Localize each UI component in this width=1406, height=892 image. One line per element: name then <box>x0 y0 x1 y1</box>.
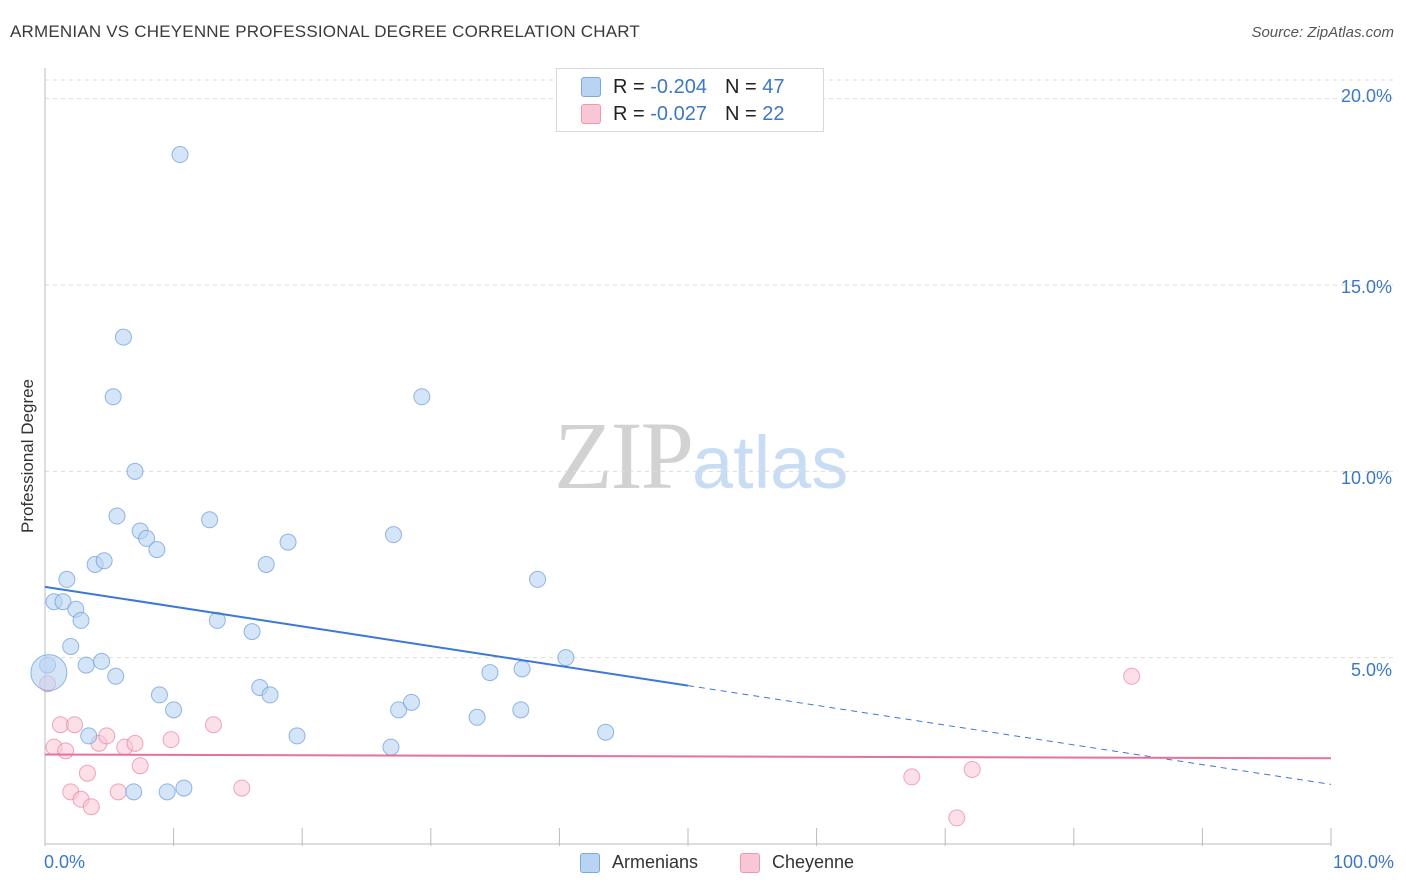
armenians-trend-line <box>44 585 689 687</box>
armenians-point <box>261 686 279 704</box>
y-axis-label: Professional Degree <box>18 378 37 534</box>
n-label: N = <box>724 102 757 125</box>
armenians-point <box>125 783 143 801</box>
armenians-point <box>175 779 193 797</box>
armenians-point <box>30 654 68 692</box>
armenians-point <box>279 533 297 551</box>
cheyenne-trend-line <box>44 753 1332 760</box>
y-tick-label-15: 15.0% <box>1340 277 1392 297</box>
cheyenne-point <box>82 798 100 816</box>
armenians-point <box>58 570 76 588</box>
armenians-point <box>243 623 261 641</box>
cheyenne-point <box>98 727 116 745</box>
armenians-point <box>201 511 219 529</box>
cheyenne-legend-swatch <box>740 852 760 873</box>
y-tick-label-20: 20.0% <box>1340 86 1392 106</box>
armenians-point <box>93 652 111 670</box>
armenians-point <box>257 555 275 573</box>
cheyenne-point <box>903 768 921 786</box>
watermark-zip: ZIP <box>554 402 694 509</box>
watermark: ZIPatlas <box>554 400 848 511</box>
armenians-point <box>72 611 90 629</box>
armenians-legend-swatch <box>580 852 600 873</box>
cheyenne-point <box>78 764 96 782</box>
armenians-point <box>481 664 499 682</box>
armenians-point <box>390 701 408 719</box>
armenians-point <box>95 552 113 570</box>
armenians-swatch <box>581 77 601 97</box>
armenians-trend-extension <box>687 685 1332 785</box>
legend-row-cheyenne: R = -0.027 N = 22 <box>581 102 784 126</box>
cheyenne-r-value: -0.027 <box>650 102 707 125</box>
armenians-legend-label: Armenians <box>612 852 699 872</box>
chart-title: ARMENIAN VS CHEYENNE PROFESSIONAL DEGREE… <box>10 22 641 41</box>
cheyenne-point <box>126 734 144 752</box>
x-tick-label-100: 100.0% <box>1332 852 1394 872</box>
armenians-point <box>529 570 547 588</box>
cheyenne-point <box>66 716 84 734</box>
cheyenne-point <box>162 731 180 749</box>
armenians-point <box>158 783 176 801</box>
armenians-point <box>171 146 189 164</box>
armenians-point <box>382 738 400 756</box>
armenians-point <box>557 649 575 667</box>
cheyenne-point <box>963 760 981 778</box>
armenians-point <box>107 667 125 685</box>
armenians-n-value: 47 <box>762 75 785 98</box>
cheyenne-point <box>131 757 149 775</box>
legend-row-armenians: R = -0.204 N = 47 <box>581 75 784 99</box>
armenians-r-value: -0.204 <box>650 75 707 98</box>
y-tick-label-10: 10.0% <box>1340 468 1392 488</box>
cheyenne-point <box>948 809 966 827</box>
armenians-point <box>104 388 122 406</box>
y-tick-label-5: 5.0% <box>1350 660 1392 680</box>
cheyenne-swatch <box>581 104 601 124</box>
armenians-point <box>138 529 156 547</box>
cheyenne-point <box>57 742 75 760</box>
source-label: Source: ZipAtlas.com <box>1251 24 1394 41</box>
armenians-point <box>513 660 531 678</box>
armenians-point <box>597 723 615 741</box>
cheyenne-n-value: 22 <box>762 102 785 125</box>
armenians-point <box>126 462 144 480</box>
r-label: R = <box>613 102 645 125</box>
armenians-point <box>288 727 306 745</box>
cheyenne-point <box>233 779 251 797</box>
legend-item-armenians[interactable]: Armenians <box>580 852 698 873</box>
cheyenne-point <box>1123 667 1141 685</box>
armenians-point <box>150 686 168 704</box>
watermark-atlas: atlas <box>692 421 849 504</box>
n-label: N = <box>724 75 757 98</box>
armenians-point <box>512 701 530 719</box>
armenians-point <box>62 637 80 655</box>
armenians-point <box>385 526 403 544</box>
legend-item-cheyenne[interactable]: Cheyenne <box>740 852 854 873</box>
cheyenne-point <box>109 783 127 801</box>
armenians-point <box>165 701 183 719</box>
correlation-legend: R = -0.204 N = 47 R = -0.027 N = 22 <box>556 68 824 132</box>
cheyenne-point <box>51 716 69 734</box>
armenians-point <box>413 388 431 406</box>
cheyenne-point <box>204 716 222 734</box>
armenians-point <box>403 693 421 711</box>
r-label: R = <box>613 75 645 98</box>
armenians-point <box>114 328 132 346</box>
armenians-point <box>80 727 98 745</box>
cheyenne-legend-label: Cheyenne <box>772 852 855 872</box>
armenians-point <box>108 507 126 525</box>
armenians-point <box>468 708 486 726</box>
x-tick-label-0: 0.0% <box>44 852 86 872</box>
armenians-point <box>54 593 72 611</box>
armenians-point <box>77 656 95 674</box>
armenians-point <box>148 541 166 559</box>
series-legend: Armenians Cheyenne <box>0 850 1406 878</box>
